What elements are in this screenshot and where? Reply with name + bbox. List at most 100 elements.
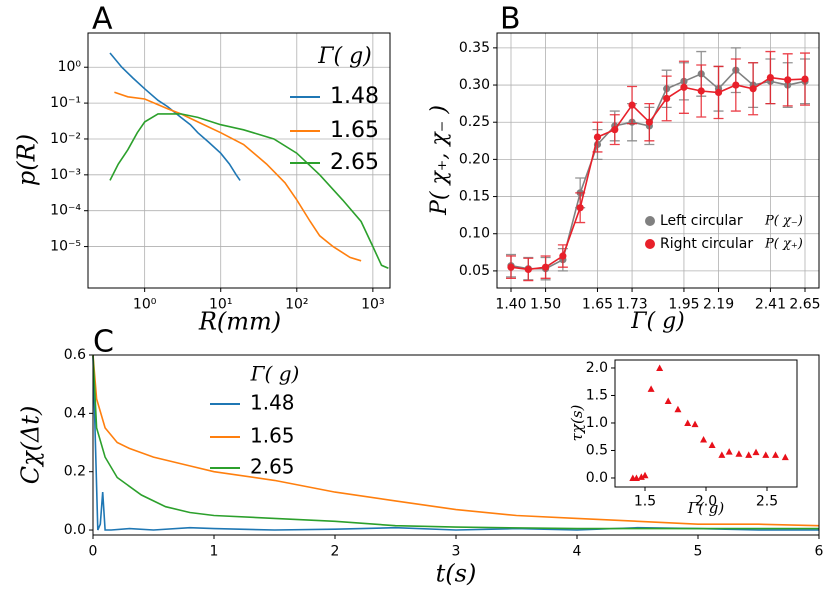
y-tick-label: 0.20: [459, 151, 490, 167]
point: [697, 87, 705, 95]
point: [680, 83, 688, 91]
point: [663, 94, 671, 103]
x-tick-label: 3: [452, 543, 461, 559]
series-line: [109, 52, 241, 181]
legend-label: 1.48: [250, 391, 295, 415]
point: [732, 81, 740, 89]
point: [637, 473, 645, 480]
x-tick-label: 10¹: [209, 296, 232, 312]
y-tick-label: 2.0: [586, 360, 608, 376]
point: [784, 76, 792, 84]
series-line: [114, 91, 362, 262]
y-tick-label: 0.6: [64, 347, 86, 363]
y-tick-label: 0.15: [459, 189, 490, 205]
legend-title: Γ( g): [317, 44, 372, 69]
point: [576, 204, 584, 212]
point: [801, 75, 809, 83]
inset-background: [615, 360, 797, 487]
point: [749, 85, 757, 93]
plot-frame: [92, 354, 820, 536]
x-tick-label: 1.40: [495, 296, 526, 312]
legend-label: 1.65: [250, 424, 295, 448]
y-tick-label: 10⁻²: [50, 131, 81, 147]
panel-label: B: [500, 2, 521, 37]
y-tick-label: 10⁰: [58, 59, 82, 75]
legend-label: 2.65: [250, 455, 295, 479]
legend-label: 1.48: [330, 84, 379, 109]
point: [645, 118, 653, 126]
legend-formula: P( χ₊): [764, 237, 803, 252]
point: [684, 419, 692, 426]
legend-title: Γ( g): [250, 362, 300, 386]
legend-formula: P( χ₋): [764, 214, 803, 229]
y-tick-label: 1.0: [586, 415, 608, 431]
y-tick-label: 0.0: [586, 470, 608, 486]
point: [718, 451, 726, 458]
point: [714, 88, 723, 97]
y-axis-label: p(R): [13, 134, 41, 186]
y-tick-label: 0.30: [459, 77, 490, 93]
x-tick-label: 1: [210, 543, 219, 559]
legend-label: 2.65: [330, 150, 379, 175]
legend-label: Right circular: [660, 236, 753, 252]
series-line: [510, 69, 806, 270]
x-tick-label: 2.65: [789, 296, 820, 312]
y-axis-label: τχ(s): [568, 404, 586, 441]
point: [725, 448, 733, 455]
x-tick-label: 2.0: [695, 494, 717, 510]
series-line: [92, 354, 819, 530]
y-axis-label: P( χ₊, χ₋ ): [427, 105, 452, 216]
legend-label: 1.65: [330, 118, 379, 143]
point: [772, 451, 780, 458]
x-tick-label: 6: [815, 543, 824, 559]
point: [745, 451, 753, 458]
x-axis-label: Γ( g): [630, 309, 685, 334]
x-axis-label: R(mm): [198, 308, 281, 336]
x-tick-label: 1.73: [616, 296, 647, 312]
x-tick-label: 2.19: [703, 296, 734, 312]
plot-frame: [87, 32, 391, 289]
legend-label: Left circular: [660, 213, 743, 229]
x-axis-label: Γ( g): [687, 499, 725, 517]
point: [593, 133, 602, 141]
point: [674, 405, 682, 413]
y-tick-label: 0.05: [459, 263, 490, 279]
point: [647, 385, 655, 392]
point: [766, 74, 775, 82]
plot-frame: [496, 32, 820, 289]
point: [541, 263, 550, 271]
y-tick-label: 0.4: [64, 405, 86, 421]
point: [708, 441, 716, 448]
x-tick-label: 2.41: [755, 296, 786, 312]
point: [752, 448, 760, 456]
x-tick-label: 1.5: [634, 494, 656, 510]
point: [735, 450, 743, 457]
y-tick-label: 0.10: [459, 226, 490, 242]
y-tick-label: 10⁻⁵: [50, 239, 81, 255]
point: [700, 435, 708, 443]
legend-marker: [645, 216, 655, 226]
y-tick-label: 1.5: [586, 387, 608, 403]
x-tick-label: 1.95: [668, 296, 699, 312]
panel-label: A: [92, 2, 113, 37]
point: [781, 453, 789, 461]
y-tick-label: 0.2: [64, 464, 86, 480]
x-tick-label: 1.65: [582, 296, 613, 312]
point: [641, 471, 649, 479]
point: [691, 420, 699, 428]
x-axis-label: t(s): [436, 560, 477, 588]
x-tick-label: 5: [694, 543, 703, 559]
x-tick-label: 10⁰: [133, 296, 157, 312]
x-tick-label: 1.50: [530, 296, 561, 312]
legend-marker: [645, 239, 655, 249]
y-tick-label: 0.25: [459, 114, 490, 130]
x-tick-label: 2: [331, 543, 340, 559]
y-tick-label: 0.5: [586, 442, 608, 458]
series-line: [109, 113, 389, 269]
x-tick-label: 10²: [285, 296, 308, 312]
point: [507, 263, 515, 271]
y-axis-label: Cχ(Δt): [17, 406, 45, 485]
x-tick-label: 10³: [361, 296, 384, 312]
